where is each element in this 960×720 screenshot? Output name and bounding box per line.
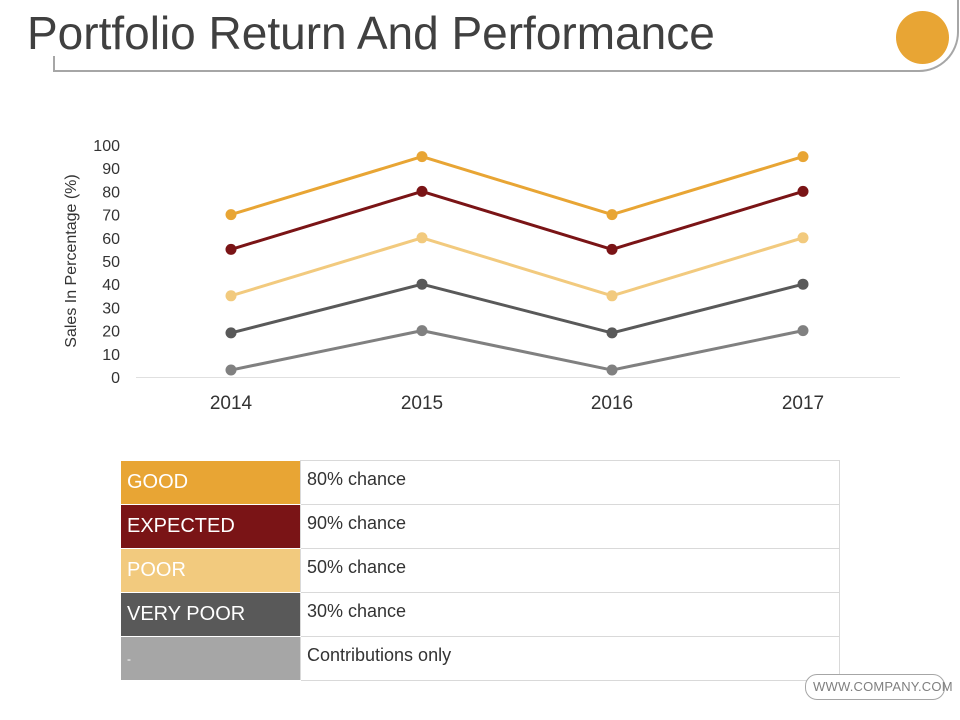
data-point (225, 327, 237, 339)
footer-badge (805, 674, 945, 700)
data-point (225, 209, 237, 221)
series-line (230, 282, 804, 335)
data-point (416, 185, 428, 197)
y-tick-label: 60 (102, 231, 120, 248)
x-tick-label: 2016 (591, 393, 633, 414)
legend-row: GOOD 80% chance (121, 460, 840, 505)
y-tick-label: 0 (111, 370, 120, 387)
y-tick-label: 100 (93, 138, 120, 155)
legend-table: GOOD 80% chance EXPECTED 90% chance POOR 50% … (121, 460, 840, 681)
data-point (797, 232, 809, 244)
y-tick-label: 80 (102, 184, 120, 201)
y-tick-label: 50 (102, 254, 120, 271)
x-tick-label: 2014 (210, 393, 253, 414)
legend-row: EXPECTED 90% chance (121, 504, 840, 549)
x-axis-ticks: 2014 2015 2016 2017 (210, 393, 824, 414)
legend-row: POOR 50% chance (121, 548, 840, 593)
data-point (225, 364, 237, 376)
series-4 (225, 325, 809, 376)
title-frame-edge (53, 56, 55, 72)
legend-label: - (121, 636, 301, 681)
data-point (606, 243, 618, 255)
y-tick-label: 20 (102, 324, 120, 341)
y-axis-title-group: Sales In Percentage (%) (63, 174, 80, 347)
y-tick-label: 90 (102, 161, 120, 178)
series-1 (225, 185, 809, 255)
series-line (230, 155, 804, 217)
legend-label: VERY POOR (121, 592, 301, 637)
data-point (797, 278, 809, 290)
data-point (606, 209, 618, 221)
legend-description: 30% chance (300, 592, 840, 637)
legend-row: - Contributions only (121, 636, 840, 681)
title-frame (53, 0, 959, 72)
data-point (416, 278, 428, 290)
legend-label: EXPECTED (121, 504, 301, 549)
data-point (606, 290, 618, 302)
data-point (416, 325, 428, 337)
data-point (225, 290, 237, 302)
page-title: Portfolio Return And Performance (27, 7, 715, 59)
y-axis-title: Sales In Percentage (%) (63, 174, 80, 347)
series-line (230, 236, 804, 298)
y-tick-label: 40 (102, 277, 120, 294)
data-point (606, 327, 618, 339)
data-point (797, 185, 809, 197)
y-tick-label: 30 (102, 300, 120, 317)
series-3 (225, 278, 809, 339)
legend-label: GOOD (121, 460, 301, 505)
data-point (225, 243, 237, 255)
series-line (230, 189, 804, 251)
data-point (416, 151, 428, 163)
series-0 (225, 151, 809, 221)
legend-description: 50% chance (300, 548, 840, 593)
legend-row: VERY POOR 30% chance (121, 592, 840, 637)
accent-circle (896, 11, 949, 64)
legend-description: 90% chance (300, 504, 840, 549)
legend-description: 80% chance (300, 460, 840, 505)
y-tick-label: 10 (102, 347, 120, 364)
series-layer (225, 151, 809, 376)
line-chart: Sales In Percentage (%) 0 10 20 30 40 50 60 70 8… (63, 138, 900, 414)
data-point (606, 364, 618, 376)
series-line (230, 329, 804, 372)
y-axis-ticks: 0 10 20 30 40 50 60 70 80 90 100 (93, 138, 120, 387)
legend-label: POOR (121, 548, 301, 593)
series-2 (225, 232, 809, 302)
data-point (797, 325, 809, 337)
y-tick-label: 70 (102, 208, 120, 225)
x-tick-label: 2017 (782, 393, 824, 414)
legend-description: Contributions only (300, 636, 840, 681)
data-point (416, 232, 428, 244)
x-tick-label: 2015 (401, 393, 443, 414)
data-point (797, 151, 809, 163)
company-website: WWW.COMPANY.COM (813, 679, 953, 694)
